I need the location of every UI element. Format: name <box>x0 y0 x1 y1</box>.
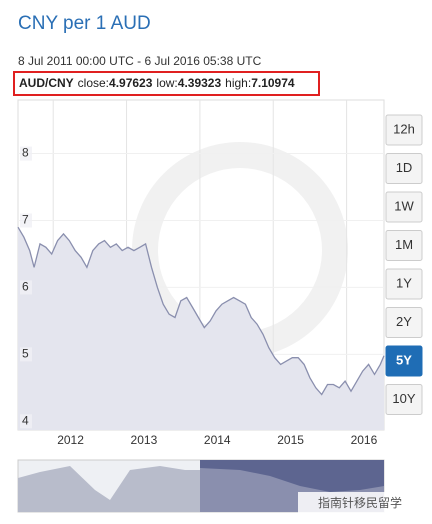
stat-label: low: <box>156 76 177 90</box>
x-tick-label: 2015 <box>277 433 304 447</box>
y-tick-bg <box>20 280 32 295</box>
y-tick-label: 4 <box>22 413 29 427</box>
range-button[interactable] <box>385 345 423 377</box>
stat-value: 4.39323 <box>178 76 222 90</box>
range-button-label[interactable]: 1Y <box>396 275 412 290</box>
range-button[interactable] <box>385 384 423 415</box>
y-tick-label: 8 <box>22 146 29 160</box>
range-button-label[interactable]: 5Y <box>396 352 412 367</box>
range-button-label[interactable]: 1W <box>394 198 414 213</box>
stat-label: high: <box>225 76 251 90</box>
y-tick-label: 7 <box>22 213 29 227</box>
range-button[interactable] <box>385 268 423 300</box>
chart-subtitle: 8 Jul 2011 00:00 UTC - 6 Jul 2016 05:38 … <box>18 54 262 68</box>
watermark-text: 指南针移民留学 <box>318 495 402 510</box>
range-button-label[interactable]: 1D <box>396 160 413 175</box>
range-button-label[interactable]: 10Y <box>392 391 415 406</box>
stat-value: 7.10974 <box>251 76 295 90</box>
x-tick-label: 2013 <box>131 433 158 447</box>
y-tick-bg <box>20 414 32 429</box>
line <box>17 226 385 396</box>
range-button[interactable] <box>385 114 423 146</box>
watermark-bg <box>298 492 428 516</box>
area-fill <box>18 227 384 430</box>
x-tick-label: 2014 <box>204 433 231 447</box>
range-button-label[interactable]: 1M <box>395 237 413 252</box>
stats-line: AUD/CNY close:4.97623 low:4.39323 high:7.10… <box>19 76 295 90</box>
y-tick-label: 6 <box>22 280 29 294</box>
highlight-box <box>13 71 320 96</box>
chart-title: CNY per 1 AUD <box>18 13 151 34</box>
y-tick-bg <box>20 213 32 228</box>
pair: AUD/CNY <box>19 76 74 90</box>
range-button-label[interactable]: 2Y <box>396 314 412 329</box>
y-tick-bg <box>20 347 32 362</box>
stat-value: 4.97623 <box>109 76 153 90</box>
range-button-label[interactable]: 12h <box>393 121 415 136</box>
x-tick-label: 2012 <box>57 433 84 447</box>
y-tick-label: 5 <box>22 347 29 361</box>
range-button[interactable] <box>385 153 423 184</box>
stat-label: close: <box>78 76 109 90</box>
x-tick-label: 2016 <box>351 433 378 447</box>
navigator-history <box>18 466 200 512</box>
y-tick-bg <box>20 146 32 161</box>
range-button[interactable] <box>385 230 423 261</box>
range-button[interactable] <box>385 191 423 223</box>
range-button[interactable] <box>385 307 423 338</box>
